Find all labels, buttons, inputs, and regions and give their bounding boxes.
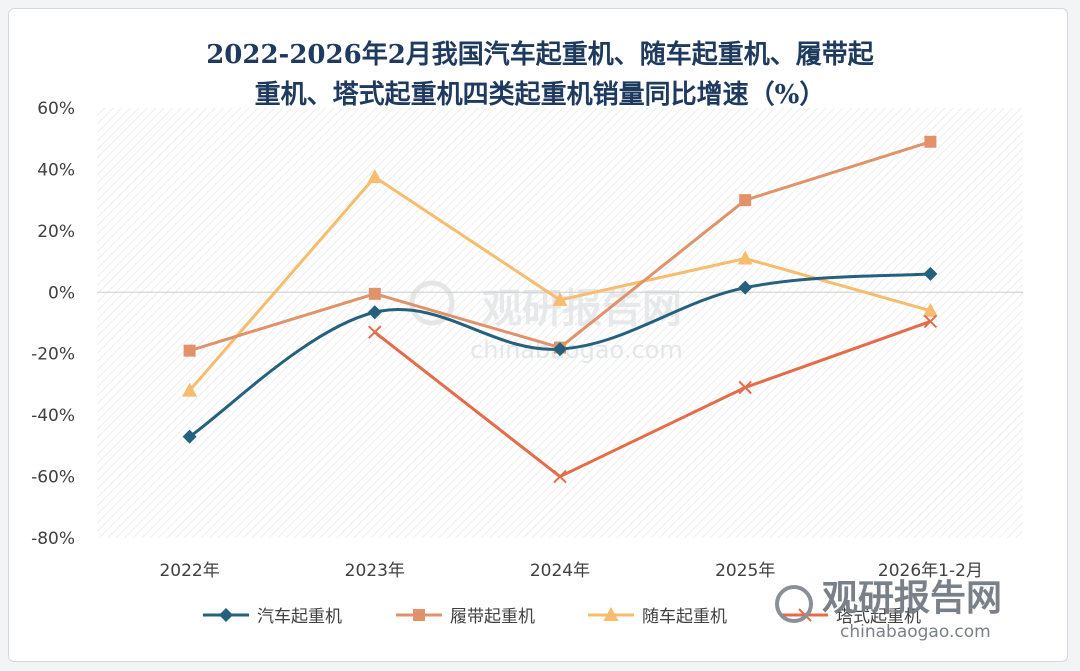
x-tick-label: 2022年 <box>159 561 219 581</box>
y-tick-label: -40% <box>31 406 75 426</box>
legend-item-1: 履带起重机 <box>396 607 535 627</box>
series-layer <box>182 135 938 484</box>
x-tick-label: 2024年 <box>530 561 590 581</box>
y-tick-label: -20% <box>31 345 75 365</box>
data-point <box>737 250 753 265</box>
legend-item-2: 随车起重机 <box>588 607 727 627</box>
x-tick-label: 2026年1-2月 <box>878 561 983 581</box>
data-point <box>922 302 938 317</box>
y-tick-label: 20% <box>37 222 75 242</box>
data-point <box>923 266 938 281</box>
y-tick-label: 0% <box>48 283 75 303</box>
data-point <box>368 287 381 300</box>
watermark-corner-cn: 观研报告网 <box>822 578 1002 619</box>
data-point <box>553 342 567 357</box>
legend-marker <box>603 607 619 621</box>
x-tick-label: 2025年 <box>715 561 775 581</box>
legend-marker <box>219 608 233 622</box>
chart-title: 2022-2026年2月我国汽车起重机、随车起重机、履带起 重机、塔式起重机四类… <box>206 39 875 110</box>
legend-marker <box>413 609 425 621</box>
data-point <box>553 469 567 484</box>
data-point <box>367 169 383 184</box>
legend-label: 塔式起重机 <box>836 607 921 627</box>
chart-title-line-1: 2022-2026年2月我国汽车起重机、随车起重机、履带起 <box>206 39 875 70</box>
data-point <box>183 344 196 357</box>
data-point <box>368 325 382 339</box>
data-point <box>924 135 937 148</box>
series-0 <box>182 266 938 444</box>
watermark-corner-en: chinabaogao.com <box>840 622 991 642</box>
series-line <box>373 320 931 479</box>
plot-area <box>97 108 1023 538</box>
legend-label: 汽车起重机 <box>257 607 342 627</box>
y-tick-label: 60% <box>37 99 75 119</box>
data-point <box>182 382 198 397</box>
legend-item-0: 汽车起重机 <box>203 607 342 627</box>
x-axis: 2022年 2023年 2024年 2025年 2026年1-2月 <box>159 561 982 581</box>
watermark-corner: 观研报告网 chinabaogao.com <box>775 578 1002 642</box>
data-point <box>367 305 382 320</box>
x-tick-label: 2023年 <box>345 561 405 581</box>
watermark-center-cn: 观研报告网 <box>482 286 682 332</box>
data-point <box>738 380 752 395</box>
y-tick-label: 40% <box>37 160 75 180</box>
data-point <box>923 314 938 329</box>
series-3 <box>368 314 938 484</box>
legend-label: 随车起重机 <box>642 607 727 627</box>
legend: 汽车起重机 履带起重机 随车起重机 塔式起重机 <box>203 607 921 627</box>
data-point <box>739 194 752 207</box>
y-tick-label: -80% <box>31 529 75 549</box>
legend-label: 履带起重机 <box>450 607 535 627</box>
data-point <box>552 291 568 306</box>
data-point <box>182 429 197 444</box>
chart-title-line-2: 重机、塔式起重机四类起重机销量同比增速（%） <box>255 79 826 110</box>
data-point <box>738 280 753 295</box>
series-2 <box>182 169 938 397</box>
y-tick-label: -60% <box>31 468 75 488</box>
